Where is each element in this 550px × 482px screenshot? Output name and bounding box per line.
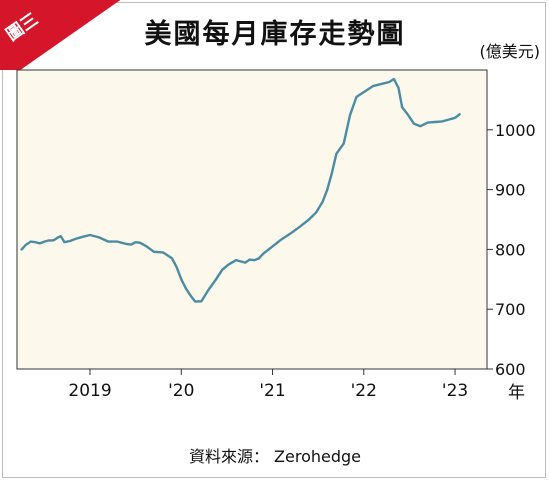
x-tick-label: '21	[259, 381, 285, 401]
source-note: 資料來源： Zerohedge	[188, 447, 362, 466]
y-tick-label: 800	[495, 240, 526, 259]
x-tick-label: 2019	[68, 381, 111, 401]
y-tick-label: 900	[495, 181, 526, 200]
y-tick-label: 1000	[495, 121, 536, 140]
x-tick-label: '23	[442, 381, 468, 401]
plot-area	[16, 69, 488, 370]
y-unit-label: (億美元)	[479, 42, 541, 61]
x-tick-label: '22	[351, 381, 377, 401]
chart-title: 美國每月庫存走勢圖	[144, 19, 406, 50]
y-tick-label: 700	[495, 300, 526, 319]
x-tick-label: '20	[168, 381, 194, 401]
y-tick-label: 600	[495, 360, 526, 379]
chart-frame	[2, 2, 546, 478]
x-unit-label: 年	[508, 383, 525, 403]
inventory-series-line	[20, 77, 461, 303]
